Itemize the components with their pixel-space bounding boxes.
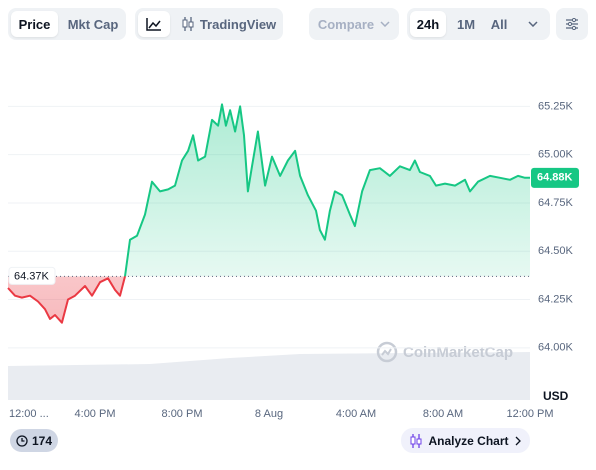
- chart-type-group: TradingView: [135, 8, 283, 40]
- x-tick-label: 4:00 AM: [336, 408, 376, 420]
- volume-area: [8, 352, 530, 400]
- candle-icon: [182, 17, 194, 31]
- analyze-text: Analyze Chart: [428, 433, 509, 448]
- x-tick-label: 8 Aug: [255, 408, 283, 420]
- range-1m[interactable]: 1M: [456, 16, 476, 32]
- range-all[interactable]: All: [490, 16, 508, 32]
- clock-icon: [16, 434, 28, 447]
- analyze-icon: [410, 433, 422, 448]
- last-price-box: [531, 167, 579, 188]
- settings-icon: [566, 18, 578, 30]
- x-tick-label: 12:00 ...: [9, 408, 49, 420]
- line-chart-button[interactable]: [138, 11, 170, 37]
- chevron: [528, 21, 538, 27]
- x-tick-label: 8:00 AM: [423, 408, 463, 420]
- watermark-text: CoinMarketCap: [403, 344, 513, 361]
- compare-dropdown[interactable]: Compare: [309, 8, 399, 40]
- range-more[interactable]: [519, 11, 547, 37]
- x-tick-label: 8:00 PM: [162, 408, 203, 420]
- area-up: [125, 104, 530, 277]
- analyze-button[interactable]: Analyze Chart: [401, 428, 530, 453]
- y-tick-label: 64.25K: [538, 293, 574, 305]
- chevron: [380, 21, 390, 27]
- x-tick-label: 4:00 PM: [75, 408, 116, 420]
- last-price-label: 64.88K: [537, 172, 573, 184]
- unit-label: USD: [543, 389, 569, 403]
- tradingview-text: TradingView: [199, 16, 277, 32]
- tab-mktcap[interactable]: Mkt Cap: [67, 16, 119, 32]
- chevron-right: [515, 436, 521, 445]
- tab-price[interactable]: Price: [11, 11, 58, 37]
- x-tick-label: 12:00 PM: [506, 408, 553, 420]
- compare-text: Compare: [317, 16, 375, 32]
- line-icon: [146, 18, 161, 31]
- y-tick-label: 65.00K: [538, 149, 574, 161]
- price-line-up: [123, 103, 530, 277]
- price-line-down: [7, 276, 127, 324]
- baseline-label: 64.37K: [14, 270, 50, 282]
- tradingview-button[interactable]: TradingView: [181, 11, 277, 37]
- badge-count: 174: [31, 433, 53, 448]
- y-tick-label: 64.00K: [538, 342, 574, 354]
- range-24h[interactable]: 24h: [410, 11, 446, 37]
- tab-group: Price Mkt Cap: [8, 8, 126, 40]
- history-badge[interactable]: 174: [10, 429, 58, 452]
- area-down: [8, 276, 530, 323]
- baseline-label-box: [8, 266, 56, 285]
- y-tick-label: 64.75K: [538, 197, 574, 209]
- y-tick-label: 64.50K: [538, 245, 574, 257]
- range-group: 24h 1M All: [407, 8, 550, 40]
- y-tick-label: 65.25K: [538, 100, 574, 112]
- settings-button[interactable]: [556, 8, 588, 40]
